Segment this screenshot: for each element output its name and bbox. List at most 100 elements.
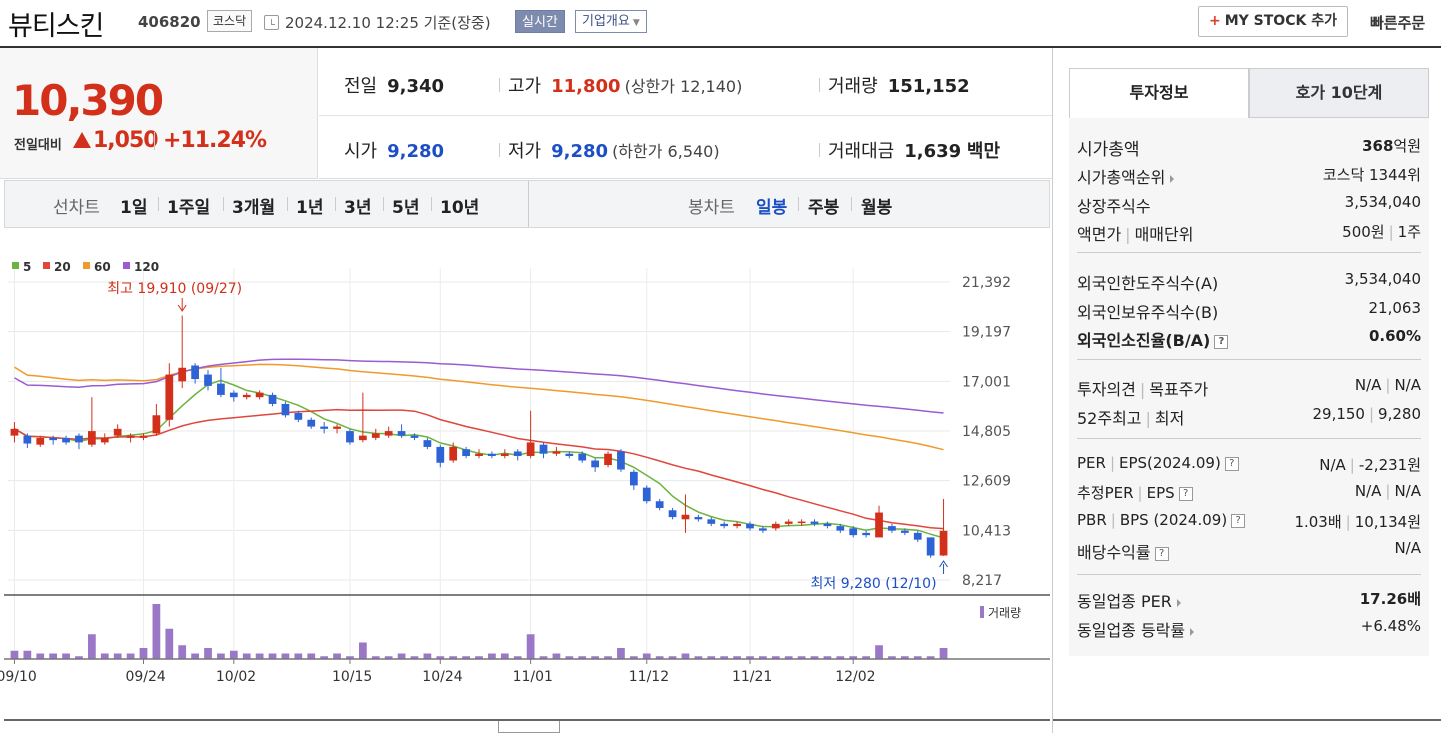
arrow-right-icon: [1190, 627, 1195, 636]
divider: |: [1345, 513, 1351, 531]
divider: [851, 197, 852, 211]
volume-bar: [62, 653, 70, 659]
industry-rate-row[interactable]: 동일업종 등락률 +6.48%: [1077, 617, 1421, 643]
candle-body: [191, 365, 199, 380]
industry-per-row[interactable]: 동일업종 PER 17.26배: [1077, 588, 1421, 614]
volume-bar: [384, 656, 393, 659]
volume-bar: [423, 653, 432, 659]
candle-body: [784, 521, 793, 524]
quote-table: 전일 9,340 고가 11,800 (상한가 12,140) 거래량 151,152 …: [319, 48, 1052, 179]
face-value-cell: 액면가 | 매매단위: [1077, 221, 1193, 245]
period-5y[interactable]: 5년: [392, 198, 420, 218]
candle-daily[interactable]: 일봉: [756, 198, 788, 218]
candlestick-chart[interactable]: 21,392 19,197 17,001 14,805 12,609 10,413 8,21…: [0, 228, 1052, 719]
volume-bar: [720, 656, 729, 659]
market-cap-rank-cell: 시가총액순위: [1077, 164, 1175, 188]
candle-weekly[interactable]: 주봉: [808, 198, 840, 218]
volume-bar: [191, 653, 199, 659]
divider: |: [1385, 376, 1391, 394]
x-tick-label: 10/24: [422, 669, 462, 685]
candle-body: [294, 413, 303, 420]
market-cap-cell: 368억원: [1362, 135, 1421, 156]
divider: [1077, 574, 1421, 575]
realtime-button[interactable]: 실시간: [515, 10, 565, 33]
volume-bar: [875, 645, 883, 659]
divider: [1077, 252, 1421, 253]
candle-monthly[interactable]: 월봉: [861, 198, 893, 218]
divider: [798, 197, 799, 211]
high-value: 11,800: [551, 76, 621, 97]
divider: [431, 197, 432, 211]
trade-amount-value: 1,639: [904, 141, 962, 162]
trade-amount-unit: 백만: [966, 141, 1001, 162]
volume-bar: [565, 656, 574, 659]
listed-shares-value: 3,534,040: [1344, 193, 1421, 211]
per-row: PER | EPS(2024.09)? N/A | -2,231원: [1077, 454, 1421, 480]
chart-expand-handle[interactable]: [498, 721, 560, 733]
volume-bar: [178, 645, 187, 659]
add-mystock-button[interactable]: + MY STOCK 추가: [1198, 6, 1348, 37]
volume-bar: [823, 656, 832, 659]
candle-body: [591, 460, 600, 468]
candle-body: [746, 523, 754, 529]
candle-body: [655, 501, 664, 509]
opinion-values: N/A | N/A: [1355, 376, 1421, 394]
candle-body: [642, 487, 651, 502]
market-badge: 코스닥: [207, 10, 253, 32]
candle-body: [513, 451, 522, 456]
company-overview-button[interactable]: 기업개요 ▼: [575, 10, 647, 33]
price-summary: 10,390 전일대비 1,050 +11.24%: [0, 48, 318, 179]
foreign-ratio-row: 외국인소진율(B/A)? 0.60%: [1077, 327, 1421, 353]
help-icon[interactable]: ?: [1231, 513, 1246, 528]
stock-chart[interactable]: 21,392 19,197 17,001 14,805 12,609 10,413 8,21…: [0, 228, 1052, 733]
volume-bar: [539, 656, 548, 659]
x-tick-label: 09/24: [125, 669, 165, 685]
period-10y[interactable]: 10년: [440, 198, 480, 218]
period-1w[interactable]: 1주일: [167, 198, 211, 218]
help-icon[interactable]: ?: [1214, 334, 1229, 349]
help-icon[interactable]: ?: [1154, 546, 1169, 561]
week52-cell: 52주최고 | 최저: [1077, 405, 1184, 429]
volume-bar: [358, 642, 367, 659]
quick-order-link[interactable]: 빠른주문: [1370, 14, 1426, 32]
candle-body: [578, 453, 587, 461]
week52-high: 29,150: [1312, 405, 1365, 423]
max-arrow-head: [177, 304, 187, 312]
divider: [1077, 438, 1421, 439]
period-1y[interactable]: 1년: [296, 198, 324, 218]
volume-bar: [281, 653, 290, 659]
tab-investment-info[interactable]: 투자정보: [1069, 68, 1249, 118]
volume-bar: [449, 656, 458, 659]
y-tick-label: 21,392: [962, 275, 1011, 291]
period-3m[interactable]: 3개월: [232, 198, 276, 218]
volume-bar: [810, 656, 819, 659]
foreign-limit-label: 외국인한도주식수(A): [1077, 274, 1219, 293]
help-icon[interactable]: ?: [1178, 486, 1193, 501]
period-1d[interactable]: 1일: [120, 198, 148, 218]
base-time: 2024.12.10 12:25 기준(장중): [285, 14, 491, 32]
investment-info-panel: 투자정보 호가 10단계 시가총액 368억원 시가총액순위 코스닥 1344위 상…: [1052, 48, 1441, 733]
clock-icon: [264, 15, 279, 30]
volume-bar: [655, 656, 664, 659]
divider: [287, 197, 288, 211]
market-cap-rank-row[interactable]: 시가총액순위 코스닥 1344위: [1077, 164, 1421, 190]
candle-body: [707, 519, 716, 524]
period-3y[interactable]: 3년: [344, 198, 372, 218]
volume-bar: [333, 653, 341, 659]
volume-bar: [371, 656, 380, 659]
investment-info-box: 시가총액 368억원 시가총액순위 코스닥 1344위 상장주식수 3,534,040…: [1069, 118, 1429, 656]
low-label: 저가: [508, 141, 542, 162]
change-value: 1,050: [93, 128, 159, 153]
tab-orderbook[interactable]: 호가 10단계: [1249, 68, 1429, 118]
candle-body: [604, 453, 612, 466]
pbr-cell: PBR | BPS (2024.09)?: [1077, 511, 1246, 529]
help-icon[interactable]: ?: [1224, 456, 1239, 471]
divider: [223, 197, 224, 211]
market-cap-value: 368: [1362, 137, 1394, 155]
y-tick-label: 19,197: [962, 325, 1011, 341]
candle-body: [797, 521, 806, 524]
legend-swatch: [12, 262, 19, 269]
candle-body: [36, 437, 45, 445]
plus-icon: +: [1209, 13, 1221, 29]
current-price: 10,390: [12, 76, 164, 125]
